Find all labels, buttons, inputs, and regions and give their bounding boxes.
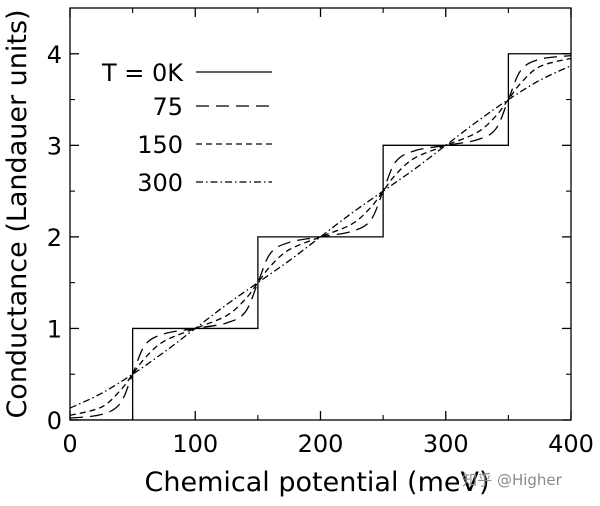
series-line-75	[70, 54, 571, 419]
y-tick-label: 0	[47, 407, 62, 435]
y-axis-label: Conductance (Landauer units)	[2, 9, 33, 418]
legend: T = 0K 75 150 300	[101, 59, 272, 197]
plot-layer	[70, 53, 571, 420]
x-tick-label: 200	[298, 430, 344, 458]
x-tick-label: 100	[172, 430, 218, 458]
y-tick-label: 2	[47, 224, 62, 252]
series-line-150	[70, 57, 571, 417]
legend-label-75: 75	[152, 93, 183, 121]
x-tick-label: 0	[62, 430, 77, 458]
x-tick-label: 300	[423, 430, 469, 458]
watermark: 知乎 @Higher	[462, 471, 562, 489]
y-tick-label: 4	[47, 41, 62, 69]
series-line-300	[70, 65, 571, 409]
y-tick-label: 1	[47, 315, 62, 343]
axes-layer: 0 100 200 300 400 0 1 2 3 4	[47, 7, 594, 458]
legend-label-0k: T = 0K	[101, 59, 184, 87]
x-tick-label: 400	[548, 430, 594, 458]
x-axis-label: Chemical potential (meV)	[145, 467, 490, 498]
legend-label-150: 150	[137, 131, 183, 159]
legend-label-300: 300	[137, 169, 183, 197]
y-tick-label: 3	[47, 132, 62, 160]
